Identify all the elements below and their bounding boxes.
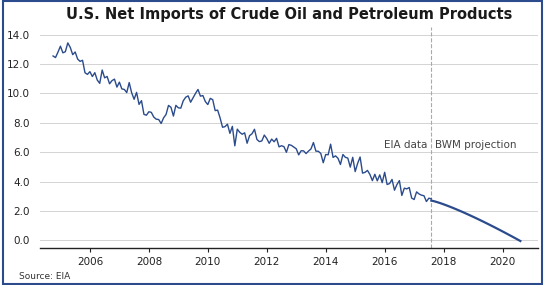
Title: U.S. Net Imports of Crude Oil and Petroleum Products: U.S. Net Imports of Crude Oil and Petrol… [66, 7, 512, 22]
Text: EIA data: EIA data [384, 140, 428, 150]
Text: BWM projection: BWM projection [435, 140, 516, 150]
Text: Source: EIA: Source: EIA [19, 272, 70, 281]
